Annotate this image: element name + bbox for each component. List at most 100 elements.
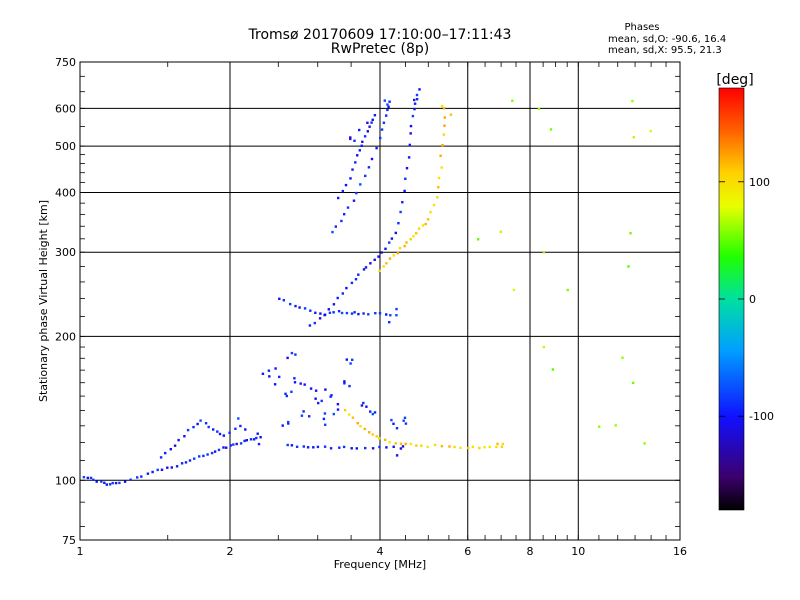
echo-point: [368, 431, 371, 434]
echo-point: [256, 432, 259, 435]
echo-point: [281, 424, 284, 427]
echo-point: [192, 425, 195, 429]
echo-point: [114, 481, 118, 485]
echo-point: [366, 121, 369, 124]
echo-point: [537, 107, 541, 110]
echo-point: [129, 478, 132, 481]
echo-point: [273, 383, 277, 386]
y-tick-label: 750: [55, 56, 76, 69]
echo-point: [378, 269, 381, 272]
echo-point: [299, 382, 302, 385]
echo-point: [229, 444, 232, 447]
colorbar-label: [deg]: [716, 72, 753, 88]
echo-point: [551, 368, 555, 371]
echo-point: [453, 445, 456, 449]
echo-point: [403, 189, 406, 193]
x-tick-label: 4: [377, 545, 384, 558]
echo-point: [477, 238, 480, 241]
echo-point: [293, 377, 296, 380]
echo-point: [388, 241, 391, 244]
echo-point: [340, 219, 343, 223]
echo-point: [196, 422, 199, 426]
echo-point: [316, 445, 320, 449]
echo-point: [193, 457, 196, 460]
echo-point: [177, 438, 180, 442]
echo-point: [363, 135, 367, 138]
echo-point: [362, 401, 365, 405]
echo-point: [261, 372, 265, 375]
y-tick-label: 500: [55, 140, 76, 153]
echo-point: [239, 442, 243, 445]
echo-point: [382, 121, 386, 124]
echo-point: [92, 478, 95, 481]
echo-point: [415, 98, 419, 101]
echo-point: [352, 199, 356, 202]
echo-point: [384, 438, 387, 441]
echo-point: [436, 196, 439, 199]
echo-point: [369, 410, 372, 413]
echo-point: [390, 418, 393, 422]
echo-point: [336, 408, 340, 411]
echo-point: [249, 438, 253, 441]
echo-point: [364, 174, 367, 178]
x-tick-label: 6: [464, 545, 471, 558]
echo-point: [353, 311, 356, 314]
echo-point: [302, 445, 305, 448]
echo-point: [100, 480, 103, 483]
echo-point: [369, 262, 372, 265]
echo-point: [387, 105, 390, 108]
echo-point: [286, 356, 289, 360]
echo-point: [386, 103, 389, 106]
echo-point: [395, 454, 399, 457]
echo-point: [329, 447, 333, 450]
echo-point: [404, 177, 407, 180]
echo-point: [417, 227, 421, 230]
echo-point: [643, 442, 646, 445]
echo-point: [401, 201, 404, 204]
echo-point: [345, 286, 348, 290]
echo-point: [566, 288, 569, 292]
echo-point: [267, 369, 271, 372]
echo-point: [353, 139, 356, 142]
echo-point: [358, 149, 361, 152]
echo-point: [160, 468, 164, 471]
echo-point: [282, 299, 285, 302]
echo-point: [385, 313, 388, 316]
echo-point: [409, 124, 413, 128]
echo-point: [244, 428, 247, 431]
echo-point: [349, 137, 352, 141]
echo-point: [175, 465, 179, 468]
echo-point: [364, 446, 367, 450]
echo-point: [398, 246, 402, 250]
echo-point: [207, 425, 210, 429]
echo-point: [495, 445, 498, 449]
echo-point: [290, 444, 294, 447]
echo-point: [362, 268, 366, 271]
echo-point: [392, 422, 395, 425]
echo-point: [324, 423, 327, 426]
echo-point: [338, 446, 341, 449]
echo-point: [380, 128, 384, 131]
echo-point: [289, 302, 292, 306]
echo-point: [234, 427, 237, 430]
echo-point: [373, 114, 377, 117]
x-tick-label: 8: [527, 545, 534, 558]
echo-point: [166, 466, 169, 469]
echo-point: [366, 130, 369, 133]
echo-point: [198, 455, 201, 458]
echo-point: [386, 108, 389, 112]
echo-point: [409, 132, 412, 135]
echo-point: [350, 447, 353, 450]
echo-point: [336, 296, 339, 300]
echo-point: [385, 446, 388, 449]
echo-point: [350, 312, 354, 315]
echo-point: [351, 168, 354, 171]
echo-point: [411, 114, 415, 118]
echo-point: [377, 437, 381, 440]
stats-heading: Phases: [624, 22, 659, 33]
echo-point: [467, 446, 470, 450]
echo-point: [349, 362, 352, 365]
echo-point: [429, 210, 432, 214]
echo-point: [284, 392, 287, 395]
echo-point: [415, 444, 418, 447]
